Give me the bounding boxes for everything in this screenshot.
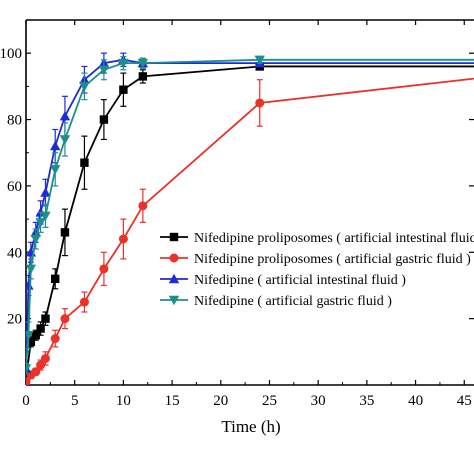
series-2 (26, 77, 474, 385)
x-tick-label: 35 (359, 393, 374, 409)
y-tick-label: 20 (7, 312, 22, 328)
data-point (30, 234, 41, 245)
data-point (26, 264, 37, 275)
legend-entry-4: Nifedipine ( artificial gastric fluid ) (160, 294, 392, 309)
data-point (60, 314, 70, 324)
data-point (41, 314, 50, 323)
x-tick-label: 0 (22, 393, 30, 409)
data-point (79, 297, 89, 307)
data-point (40, 211, 51, 221)
legend-label: Nifedipine ( artificial gastric fluid ) (194, 294, 392, 309)
data-point (119, 85, 128, 94)
series-1 (26, 62, 474, 383)
data-point (60, 228, 70, 237)
data-point (138, 72, 148, 81)
y-tick-label: 40 (7, 245, 22, 261)
x-tick-label: 30 (311, 393, 326, 409)
data-point (35, 218, 46, 228)
y-tick-label: 80 (7, 113, 22, 129)
data-point (59, 135, 71, 145)
legend-label: Nifedipine proliposomes ( artificial gas… (194, 252, 471, 267)
series-line (26, 58, 474, 369)
data-point (36, 324, 45, 333)
legend-label: Nifedipine ( artificial intestinal fluid… (194, 273, 406, 288)
series-line (26, 65, 474, 379)
legend-label: Nifedipine proliposomes ( artificial int… (194, 231, 474, 246)
data-point (50, 165, 61, 175)
data-point (168, 295, 180, 306)
data-point (40, 353, 50, 363)
legend-entry-3: Nifedipine ( artificial intestinal fluid… (160, 273, 406, 288)
legend: Nifedipine proliposomes ( artificial int… (160, 231, 474, 309)
data-point (26, 337, 36, 347)
legend-entry-2: Nifedipine proliposomes ( artificial gas… (160, 252, 471, 267)
data-point (50, 140, 61, 151)
x-axis-title: Time (h) (221, 417, 280, 436)
series-4 (26, 55, 474, 374)
series-layer (26, 52, 474, 385)
data-point (118, 234, 128, 244)
data-point (80, 158, 89, 167)
x-tick-label: 5 (71, 393, 79, 409)
data-point (98, 65, 110, 75)
data-point (79, 82, 90, 92)
data-point (99, 264, 109, 274)
data-point (169, 232, 179, 242)
data-point (138, 201, 148, 211)
y-tick-label: 60 (7, 179, 22, 195)
data-point (169, 253, 179, 263)
y-tick-label: 100 (0, 46, 22, 62)
data-point (26, 331, 34, 341)
series-line (26, 58, 474, 369)
data-point (51, 274, 60, 284)
x-tick-label: 20 (213, 393, 228, 409)
data-point (137, 58, 149, 69)
data-point (26, 280, 34, 290)
series-line (26, 77, 474, 383)
data-point (31, 331, 40, 340)
series-3 (26, 52, 474, 374)
x-tick-label: 15 (165, 393, 180, 409)
axes-layer: 0 5 10 15 20 25 30 35 40 45 20 40 60 80 100 (0, 19, 474, 409)
data-point (255, 98, 265, 108)
data-point (36, 360, 46, 370)
data-point (59, 111, 71, 121)
legend-entry-1: Nifedipine proliposomes ( artificial int… (160, 231, 474, 246)
x-tick-label: 40 (408, 393, 423, 409)
data-point (26, 364, 32, 374)
data-point (50, 334, 60, 344)
data-point (40, 187, 51, 197)
data-point (118, 58, 129, 69)
x-tick-label: 45 (457, 393, 472, 409)
x-tick-label: 10 (116, 393, 131, 409)
x-tick-label: 25 (262, 393, 277, 409)
data-point (168, 273, 180, 284)
data-point (254, 55, 265, 66)
data-point (99, 115, 109, 124)
